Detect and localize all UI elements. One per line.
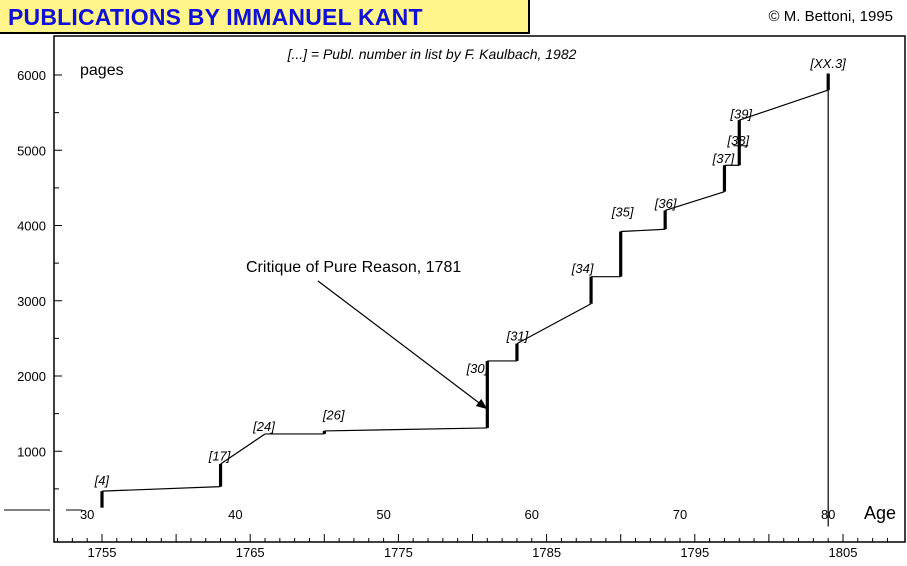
pub-label: [38] [726, 133, 749, 148]
title-box: PUBLICATIONS BY IMMANUEL KANT [0, 0, 530, 34]
pub-label: [17] [208, 448, 231, 463]
annotation-labels: [4] [17] [24] [26] [30] [31] [34] [35] [36] [37] [… [94, 56, 847, 488]
y-tick-label: 5000 [17, 143, 46, 158]
pub-label: [39] [729, 107, 752, 122]
y-axis: 1000 2000 3000 4000 5000 6000 [17, 68, 62, 490]
series-group [100, 73, 830, 527]
x-tick-label: 1785 [532, 545, 561, 560]
y-tick-label: 2000 [17, 369, 46, 384]
pub-label: [36] [654, 196, 677, 211]
x-tick-label: 1765 [236, 545, 265, 560]
chart-subtitle: [...] = Publ. number in list by F. Kaulb… [287, 46, 577, 62]
y-tick-label: 3000 [17, 294, 46, 309]
callout-arrowhead [475, 398, 488, 410]
y-tick-label: 4000 [17, 219, 46, 234]
x-tick-label: 1755 [88, 545, 117, 560]
series-segment [516, 303, 592, 345]
callout-arrow-line [317, 280, 488, 410]
y-axis-label: pages [80, 62, 124, 79]
x-tick-label: 1805 [829, 545, 858, 560]
pub-label: [24] [252, 419, 275, 434]
age-tick-label: 60 [525, 507, 539, 522]
pub-label: [30] [466, 361, 489, 376]
series-segment [101, 486, 221, 492]
pub-label: [37] [712, 151, 735, 166]
age-tick-label: 30 [80, 507, 94, 522]
x-axis-years: 1755 1765 1775 1785 1795 1805 [57, 534, 888, 560]
plot-border [53, 35, 906, 543]
pub-label: [31] [506, 329, 529, 344]
copyright-text: © M. Bettoni, 1995 [768, 8, 893, 25]
pub-label: [XX.3] [809, 56, 846, 71]
pub-label: [4] [94, 473, 110, 488]
pub-label: [26] [322, 408, 345, 423]
pub-label: [34] [571, 261, 594, 276]
age-tick-label: 40 [228, 507, 242, 522]
series-segment [324, 427, 488, 432]
age-tick-label: 70 [673, 507, 687, 522]
chart-frame [4, 35, 906, 543]
age-axis-label: Age [864, 503, 896, 523]
age-axis: 30 40 50 60 70 80 [80, 507, 835, 522]
x-tick-label: 1775 [384, 545, 413, 560]
pub-label: [35] [611, 204, 634, 219]
callout-label: Critique of Pure Reason, 1781 [246, 259, 461, 276]
series-segment [664, 191, 725, 212]
x-tick-label: 1795 [680, 545, 709, 560]
y-tick-label: 1000 [17, 444, 46, 459]
page-title: PUBLICATIONS BY IMMANUEL KANT [8, 4, 423, 30]
series-segment [739, 89, 829, 121]
series-segment [620, 228, 666, 233]
age-tick-label: 50 [376, 507, 390, 522]
series-segment [220, 433, 266, 465]
y-tick-label: 6000 [17, 68, 46, 83]
